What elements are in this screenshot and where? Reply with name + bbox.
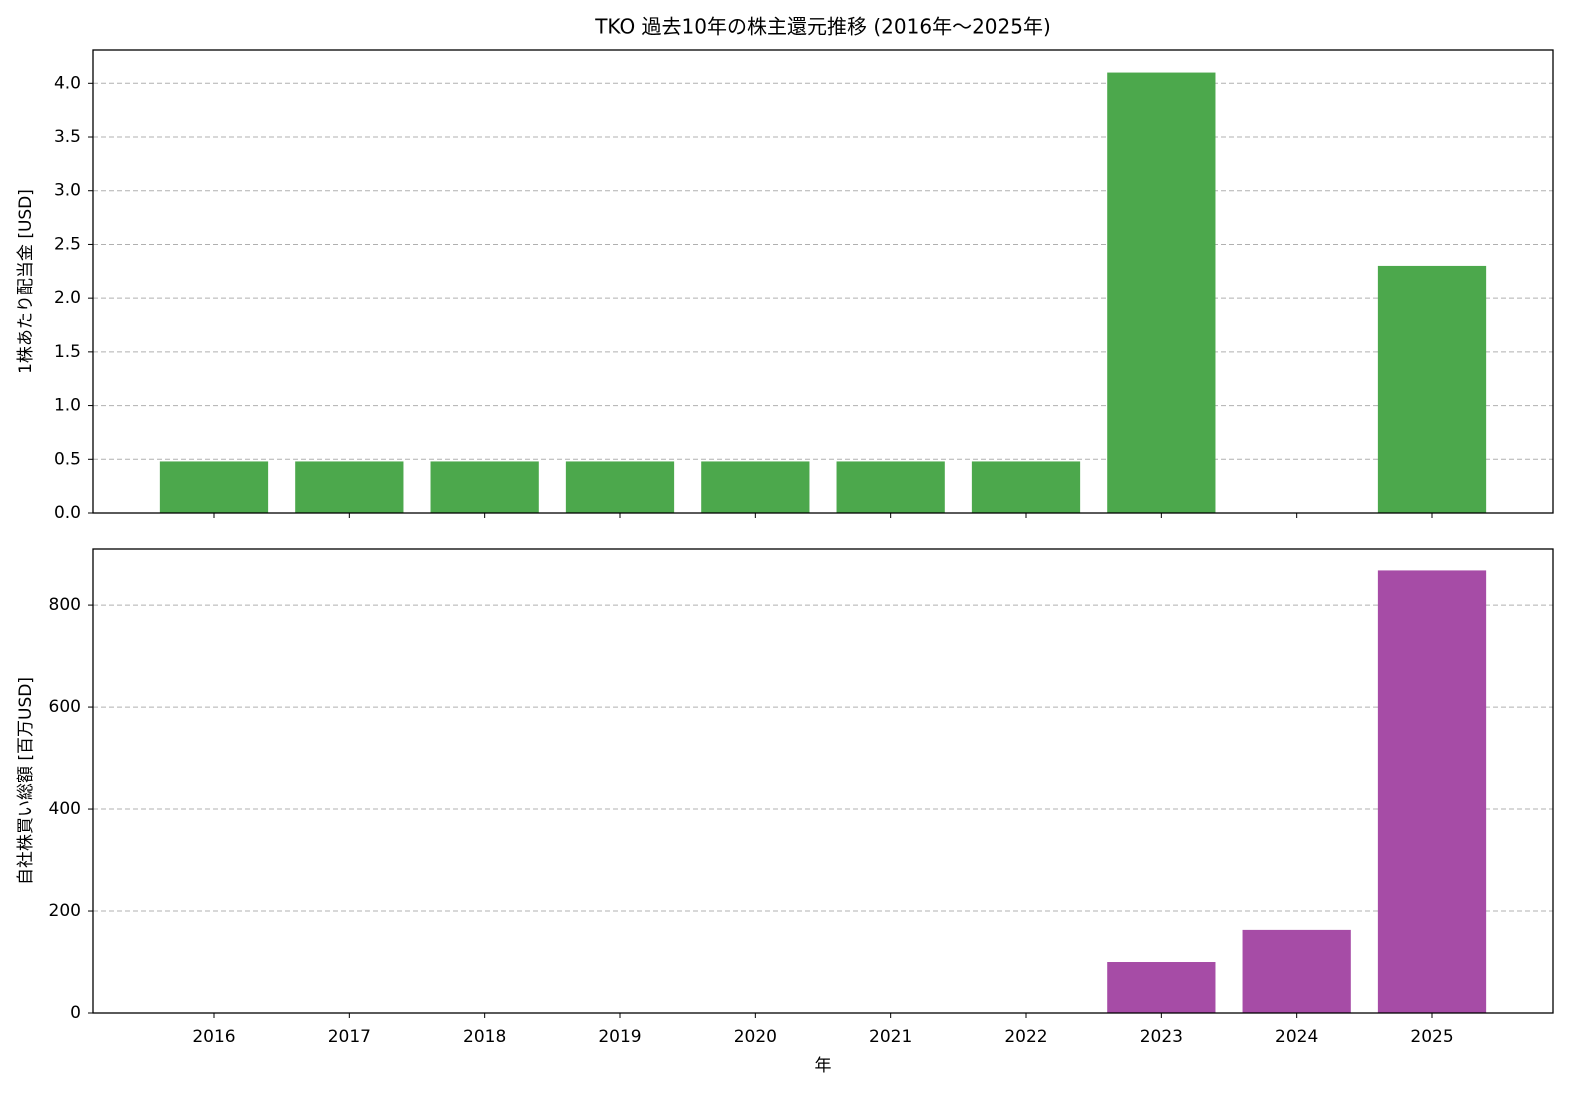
bar xyxy=(159,461,269,513)
y-tick-label: 3.0 xyxy=(54,181,81,201)
y-tick-label: 1.5 xyxy=(54,342,81,362)
x-tick-label: 2020 xyxy=(734,1027,777,1047)
y-tick-label: 800 xyxy=(49,595,81,615)
y-tick-label: 0.0 xyxy=(54,503,81,523)
bar xyxy=(1377,570,1487,1013)
bar xyxy=(565,461,675,513)
x-tick-label: 2019 xyxy=(598,1027,641,1047)
bar xyxy=(836,461,945,513)
y-tick-label: 400 xyxy=(49,799,81,819)
y-tick-label: 0.5 xyxy=(54,449,81,469)
y-tick-label: 2.5 xyxy=(54,234,81,254)
bar xyxy=(1242,929,1351,1013)
x-tick-label: 2024 xyxy=(1275,1027,1318,1047)
y-tick-label: 600 xyxy=(49,697,81,717)
y-tick-label: 200 xyxy=(49,901,81,921)
bar xyxy=(1377,265,1487,513)
axes-frame xyxy=(92,49,1554,514)
y-tick-label: 1.0 xyxy=(54,396,81,416)
x-tick-label: 2025 xyxy=(1410,1027,1453,1047)
bar xyxy=(295,461,404,513)
x-axis-label: 年 xyxy=(815,1056,832,1076)
y-tick-label: 4.0 xyxy=(54,73,81,93)
y-tick-label: 0 xyxy=(70,1003,81,1023)
bar xyxy=(1107,72,1216,513)
axes-frame xyxy=(92,548,1554,1014)
bar xyxy=(1107,962,1216,1013)
y-axis-label: 自社株買い総額 [百万USD] xyxy=(16,677,36,885)
bar xyxy=(430,461,539,513)
x-tick-label: 2021 xyxy=(869,1027,912,1047)
x-tick-label: 2023 xyxy=(1140,1027,1183,1047)
x-tick-label: 2018 xyxy=(463,1027,506,1047)
bar xyxy=(701,461,810,513)
y-tick-label: 2.0 xyxy=(54,288,81,308)
x-tick-label: 2022 xyxy=(1004,1027,1047,1047)
y-tick-label: 3.5 xyxy=(54,127,81,147)
figure-title: TKO 過去10年の株主還元推移 (2016年～2025年) xyxy=(594,15,1051,39)
x-tick-label: 2016 xyxy=(192,1027,235,1047)
y-axis-label: 1株あたり配当金 [USD] xyxy=(16,189,36,374)
bar xyxy=(971,461,1081,513)
x-tick-label: 2017 xyxy=(328,1027,371,1047)
